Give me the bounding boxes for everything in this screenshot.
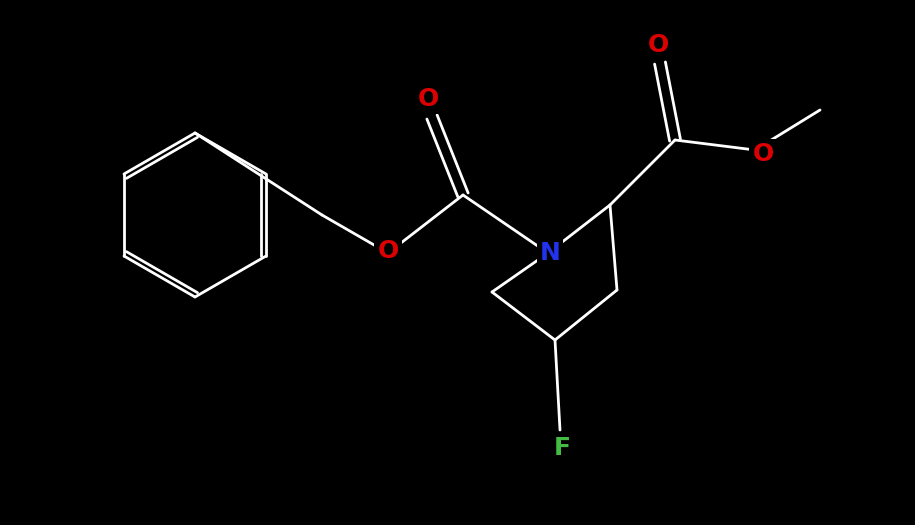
Text: O: O: [752, 142, 773, 166]
Text: O: O: [648, 33, 669, 57]
Text: O: O: [377, 239, 399, 263]
Text: F: F: [554, 436, 570, 460]
Text: N: N: [540, 241, 560, 265]
Text: O: O: [417, 87, 438, 111]
